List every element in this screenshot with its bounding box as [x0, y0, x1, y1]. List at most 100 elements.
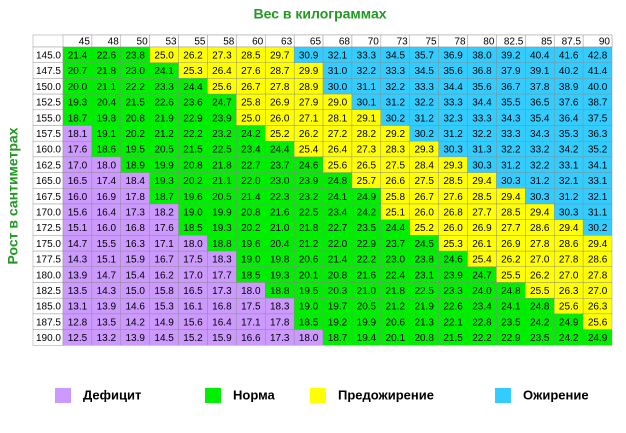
bmi-value: 17.6: [154, 223, 174, 234]
bmi-value: 15.4: [126, 270, 146, 281]
bmi-value: 18.5: [241, 270, 261, 281]
bmi-value: 26.7: [241, 82, 261, 93]
bmi-value: 34.5: [414, 66, 434, 77]
bmi-value: 25.5: [501, 270, 521, 281]
bmi-value: 27.8: [588, 270, 608, 281]
bmi-value: 19.9: [357, 317, 377, 328]
bmi-value: 23.5: [501, 317, 521, 328]
bmi-value: 25.3: [443, 239, 463, 250]
bmi-value: 16.4: [212, 317, 232, 328]
legend-swatch: [495, 388, 511, 403]
bmi-value: 21.5: [443, 333, 463, 344]
bmi-value: 15.8: [154, 286, 174, 297]
row-header: 190.0: [36, 333, 61, 344]
bmi-value: 26.8: [443, 207, 463, 218]
bmi-value: 20.2: [183, 176, 203, 187]
bmi-value: 19.6: [241, 239, 261, 250]
bmi-value: 20.3: [328, 286, 348, 297]
bmi-value: 23.8: [414, 255, 434, 266]
bmi-value: 27.5: [386, 160, 406, 171]
bmi-value: 12.8: [68, 317, 88, 328]
bmi-value: 31.1: [357, 82, 377, 93]
bmi-value: 17.3: [126, 207, 146, 218]
bmi-value: 25.5: [530, 286, 550, 297]
bmi-value: 39.1: [530, 66, 550, 77]
bmi-value: 23.0: [386, 255, 406, 266]
bmi-value: 33.2: [530, 145, 550, 156]
bmi-value: 25.6: [212, 82, 232, 93]
bmi-value: 22.7: [328, 223, 348, 234]
bmi-value: 27.6: [241, 66, 261, 77]
column-header: 48: [108, 37, 120, 48]
bmi-value: 32.2: [530, 160, 550, 171]
bmi-value: 17.3: [270, 333, 290, 344]
column-header: 75: [426, 37, 438, 48]
bmi-value: 17.8: [126, 192, 146, 203]
row-header: 175.0: [36, 239, 61, 250]
bmi-value: 14.3: [68, 255, 88, 266]
column-header: 58: [223, 37, 235, 48]
bmi-value: 26.2: [183, 50, 203, 61]
bmi-value: 20.5: [212, 192, 232, 203]
bmi-value: 20.8: [241, 207, 261, 218]
bmi-value: 30.0: [328, 82, 348, 93]
bmi-value: 38.0: [472, 50, 492, 61]
row-header: 177.5: [36, 255, 61, 266]
bmi-value: 24.9: [588, 333, 608, 344]
bmi-value: 24.1: [154, 66, 174, 77]
legend-label: Ожирение: [523, 387, 589, 402]
bmi-value: 20.8: [414, 333, 434, 344]
bmi-value: 17.0: [68, 160, 88, 171]
bmi-value: 21.4: [328, 255, 348, 266]
bmi-value: 21.8: [97, 66, 117, 77]
bmi-value: 21.5: [126, 98, 146, 109]
bmi-value: 19.4: [357, 333, 377, 344]
column-header: 60: [252, 37, 264, 48]
bmi-value: 15.0: [126, 286, 146, 297]
bmi-value: 19.8: [97, 113, 117, 124]
bmi-value: 22.2: [472, 333, 492, 344]
bmi-value: 17.1: [154, 239, 174, 250]
bmi-value: 40.2: [559, 66, 579, 77]
bmi-value: 15.3: [154, 302, 174, 313]
bmi-value: 33.1: [559, 160, 579, 171]
bmi-value: 28.5: [501, 207, 521, 218]
bmi-value: 21.8: [386, 286, 406, 297]
bmi-value: 18.8: [270, 286, 290, 297]
bmi-value: 29.3: [443, 160, 463, 171]
bmi-value: 24.6: [443, 255, 463, 266]
bmi-value: 20.8: [126, 113, 146, 124]
bmi-value: 22.0: [328, 239, 348, 250]
bmi-value: 30.9: [299, 50, 319, 61]
row-header: 167.5: [36, 192, 61, 203]
bmi-value: 19.9: [212, 207, 232, 218]
bmi-value: 16.9: [97, 192, 117, 203]
row-header: 172.5: [36, 223, 61, 234]
bmi-value: 22.1: [443, 317, 463, 328]
column-header: 68: [339, 37, 351, 48]
bmi-value: 23.5: [530, 333, 550, 344]
bmi-value: 18.0: [183, 239, 203, 250]
bmi-value: 28.5: [472, 192, 492, 203]
bmi-value: 42.8: [588, 50, 608, 61]
bmi-value: 23.7: [270, 160, 290, 171]
side-label: Рост в сантиметрах: [5, 127, 21, 264]
bmi-value: 21.1: [97, 82, 117, 93]
bmi-value: 20.7: [68, 66, 88, 77]
bmi-value: 25.6: [328, 160, 348, 171]
bmi-value: 23.4: [328, 207, 348, 218]
bmi-value: 19.3: [154, 176, 174, 187]
bmi-value: 32.1: [559, 176, 579, 187]
bmi-value: 25.2: [270, 129, 290, 140]
bmi-value: 27.7: [472, 207, 492, 218]
bmi-value: 15.5: [97, 239, 117, 250]
bmi-value: 25.3: [183, 66, 203, 77]
bmi-value: 13.1: [68, 302, 88, 313]
bmi-value: 28.6: [588, 255, 608, 266]
bmi-value: 20.4: [270, 239, 290, 250]
column-header: 73: [397, 37, 409, 48]
bmi-value: 21.5: [183, 145, 203, 156]
bmi-value: 23.7: [386, 239, 406, 250]
bmi-value: 23.8: [126, 50, 146, 61]
bmi-value: 22.6: [443, 302, 463, 313]
